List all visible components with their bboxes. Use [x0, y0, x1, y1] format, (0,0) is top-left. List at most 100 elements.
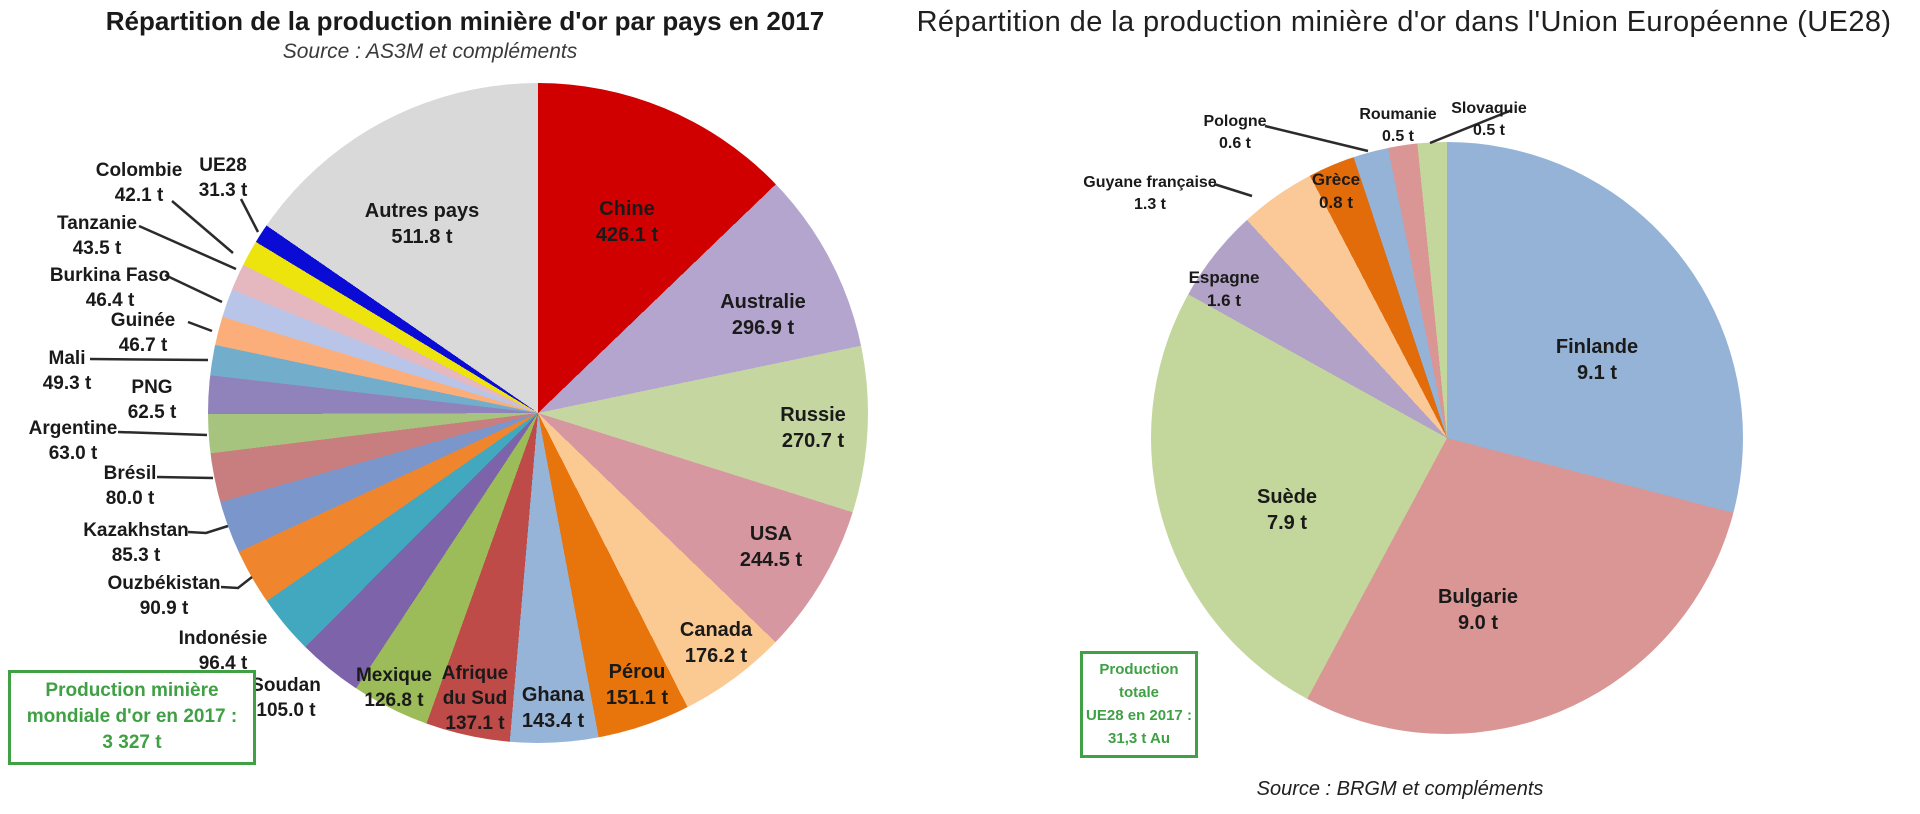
australie-value: 296.9 t: [731, 317, 795, 339]
world-pie-chart: [208, 83, 868, 743]
leader-line-kazakhstan: [187, 524, 229, 535]
slice-label-perou: Pérou 151.1 t: [606, 659, 668, 711]
slice-label-kazakhstan: Kazakhstan 85.3 t: [83, 518, 189, 568]
world-total-line3: 3 327 t: [102, 732, 162, 753]
guyane-francaise-name: Guyane française: [1083, 174, 1217, 191]
burkina-faso-value: 46.4 t: [85, 290, 135, 311]
bresil-value: 80.0 t: [105, 488, 155, 509]
ouzbekistan-name: Ouzbékistan: [107, 573, 221, 594]
chine-name: Chine: [599, 198, 655, 220]
slice-label-ouzbekistan: Ouzbékistan 90.9 t: [108, 571, 221, 621]
slice-label-canada: Canada 176.2 t: [680, 617, 752, 669]
mali-value: 49.3 t: [42, 373, 92, 394]
afrique-du-sud-name: du Sud: [442, 688, 508, 709]
canada-name: Canada: [679, 619, 753, 641]
eu-chart-title: Répartition de la production minière d'o…: [916, 6, 1892, 38]
suede-name: Suède: [1256, 486, 1318, 508]
afrique-du-sud-value: 137.1 t: [445, 713, 505, 734]
slice-label-guyane-francaise: Guyane française 1.3 t: [1083, 172, 1216, 216]
ghana-name: Ghana: [521, 684, 585, 706]
australie-name: Australie: [720, 291, 806, 313]
slice-label-tanzanie: Tanzanie 43.5 t: [57, 211, 137, 261]
world-total-line2: mondiale d'or en 2017 :: [26, 706, 238, 727]
perou-name: Pérou: [608, 661, 666, 683]
slice-label-russie: Russie 270.7 t: [780, 402, 846, 454]
slice-label-soudan: Soudan 105.0 t: [251, 673, 321, 723]
guinee-value: 46.7 t: [118, 335, 168, 356]
slice-label-pologne: Pologne 0.6 t: [1203, 111, 1266, 155]
colombie-value: 42.1 t: [114, 185, 164, 206]
slice-label-indonesie: Indonésie 96.4 t: [179, 626, 268, 676]
slice-label-espagne: Espagne 1.6 t: [1189, 266, 1260, 312]
chine-value: 426.1 t: [595, 224, 659, 246]
slice-label-argentine: Argentine 63.0 t: [29, 416, 118, 466]
tanzanie-name: Tanzanie: [57, 213, 137, 234]
roumanie-name: Roumanie: [1359, 106, 1437, 123]
espagne-value: 1.6 t: [1206, 291, 1242, 310]
png-name: PNG: [131, 377, 173, 398]
leader-line-ouzbekistan: [220, 576, 253, 590]
mexique-value: 126.8 t: [364, 690, 424, 711]
world-total-box: Production minière mondiale d'or en 2017…: [8, 670, 256, 765]
slice-label-roumanie: Roumanie 0.5 t: [1359, 104, 1436, 148]
russie-name: Russie: [780, 404, 846, 426]
eu28-pie-chart: [1151, 142, 1743, 734]
kazakhstan-value: 85.3 t: [111, 545, 161, 566]
world-chart-title: Répartition de la production minière d'o…: [105, 6, 825, 36]
leader-line-pologne: [1264, 124, 1369, 153]
slice-label-burkina-faso: Burkina Faso 46.4 t: [50, 263, 170, 313]
leader-line-colombie: [171, 200, 234, 254]
bulgarie-value: 9.0 t: [1457, 612, 1499, 634]
slovaquie-value: 0.5 t: [1472, 122, 1506, 139]
ghana-value: 143.4 t: [521, 710, 585, 732]
espagne-name: Espagne: [1188, 268, 1260, 287]
slice-label-slovaquie: Slovaquie 0.5 t: [1451, 98, 1527, 142]
slice-label-bresil: Brésil 80.0 t: [104, 461, 157, 511]
slice-label-ue28: UE28 31.3 t: [199, 153, 248, 203]
ue28-name: UE28: [199, 155, 247, 176]
slice-label-autres-pays: Autres pays 511.8 t: [365, 198, 480, 250]
ouzbekistan-value: 90.9 t: [139, 598, 189, 619]
soudan-name: Soudan: [251, 675, 321, 696]
leader-line-guinee: [187, 320, 213, 333]
pologne-name: Pologne: [1203, 113, 1267, 130]
indonesie-name: Indonésie: [178, 628, 268, 649]
soudan-value: 105.0 t: [256, 700, 316, 721]
mexique-name: Mexique: [355, 665, 433, 686]
leader-line-guyane-francaise: [1213, 182, 1253, 198]
suede-value: 7.9 t: [1266, 512, 1308, 534]
autres-pays-value: 511.8 t: [391, 226, 453, 248]
slice-label-suede: Suède 7.9 t: [1257, 484, 1317, 536]
usa-value: 244.5 t: [739, 549, 803, 571]
finlande-value: 9.1 t: [1576, 362, 1618, 384]
slice-label-grece: Grèce 0.8 t: [1312, 168, 1360, 214]
slice-label-afrique-du-sud: Afrique du Sud 137.1 t: [442, 661, 509, 736]
roumanie-value: 0.5 t: [1381, 128, 1414, 145]
slice-label-chine: Chine 426.1 t: [596, 196, 658, 248]
argentine-name: Argentine: [28, 418, 118, 439]
mali-name: Mali: [48, 348, 86, 369]
afrique-du-sud-name: Afrique: [441, 663, 509, 684]
slovaquie-name: Slovaquie: [1451, 100, 1527, 117]
slice-label-png: PNG 62.5 t: [128, 375, 177, 425]
colombie-name: Colombie: [95, 160, 183, 181]
leader-line-bresil: [156, 475, 214, 480]
usa-name: USA: [749, 523, 793, 545]
burkina-faso-name: Burkina Faso: [49, 265, 171, 286]
eu-total-line1: Production totale: [1099, 661, 1179, 701]
slice-label-australie: Australie 296.9 t: [720, 289, 806, 341]
guyane-francaise-value: 1.3 t: [1133, 196, 1166, 213]
pologne-value: 0.6 t: [1218, 135, 1252, 152]
bresil-name: Brésil: [103, 463, 157, 484]
russie-value: 270.7 t: [781, 430, 845, 452]
leader-line-ue28: [239, 198, 260, 233]
leader-line-mali: [89, 357, 209, 362]
png-value: 62.5 t: [127, 402, 177, 423]
autres-pays-name: Autres pays: [364, 200, 480, 222]
slice-label-mexique: Mexique 126.8 t: [356, 663, 432, 713]
perou-value: 151.1 t: [605, 687, 669, 709]
slice-label-bulgarie: Bulgarie 9.0 t: [1438, 584, 1518, 636]
kazakhstan-name: Kazakhstan: [83, 520, 189, 541]
slice-label-guinee: Guinée 46.7 t: [111, 308, 175, 358]
